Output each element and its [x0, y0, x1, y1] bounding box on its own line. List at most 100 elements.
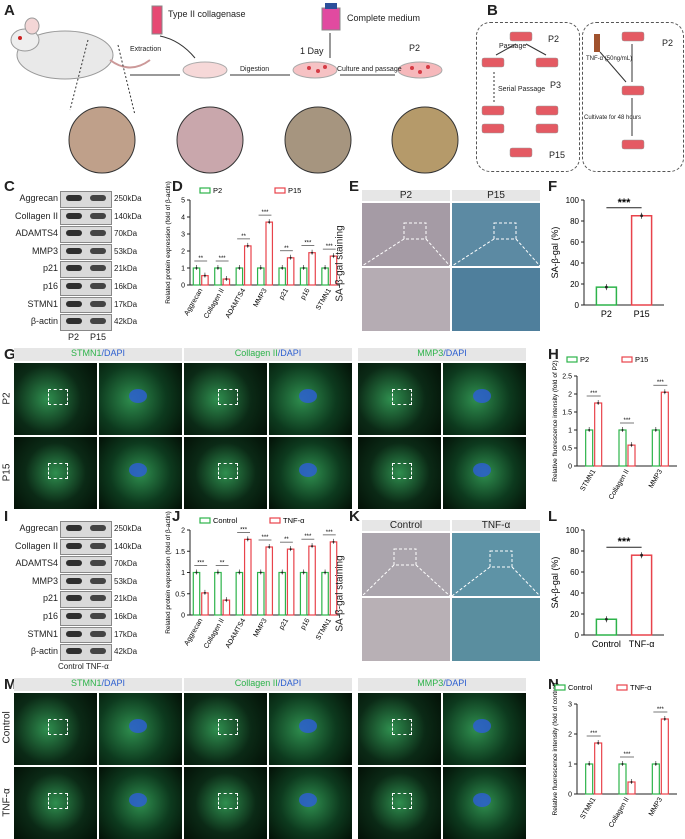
- stain-marker: STMN1: [70, 348, 102, 358]
- bar: [286, 257, 295, 286]
- y-tick-label: 1: [568, 762, 572, 769]
- reagent-2-label: Complete medium: [347, 13, 421, 23]
- bar: [585, 763, 594, 795]
- data-point: [605, 285, 608, 289]
- data-point: [640, 553, 643, 557]
- blot-lane-labels: Control TNF-α: [58, 661, 109, 671]
- stain-title: MMP3/DAPI: [358, 348, 526, 361]
- nucleus: [129, 719, 147, 733]
- zoom-box: [218, 463, 238, 479]
- nucleus: [473, 463, 491, 477]
- dish-1: [182, 61, 228, 79]
- data-point: [302, 571, 305, 574]
- blot-protein-label: ADAMTS4: [15, 558, 58, 569]
- zoom-box: [218, 793, 238, 809]
- nucleus: [299, 793, 317, 807]
- blot-kda-label: 16kDa: [114, 282, 138, 291]
- blot-band: [90, 300, 106, 307]
- blot-band: [90, 648, 106, 655]
- e-ylabel: SA-β-gal staining: [334, 225, 346, 302]
- x-tick-label: p16: [300, 617, 312, 631]
- blot-band: [66, 630, 82, 637]
- blot-kda-label: 70kDa: [114, 559, 138, 569]
- step-digestion: Digestion: [240, 66, 270, 73]
- data-point: [621, 763, 624, 765]
- data-point: [203, 274, 206, 277]
- legend-label: TNF-α: [283, 516, 305, 525]
- blot-protein-label: β-actin: [30, 316, 58, 327]
- data-point: [597, 402, 600, 404]
- data-point: [289, 548, 292, 551]
- blot-kda-label: 21kDa: [114, 594, 138, 604]
- fluorescence-image: [14, 363, 97, 435]
- bar: [214, 571, 222, 616]
- legend-swatch: [616, 684, 628, 691]
- blot-protein-label: MMP3: [31, 575, 58, 586]
- nucleus: [129, 463, 147, 477]
- x-tick-label: Collagen II: [203, 617, 226, 650]
- panel-label-f: F: [548, 178, 558, 195]
- e-zoom-lines: [362, 222, 540, 267]
- x-tick-label: p21: [278, 287, 290, 301]
- x-tick-label: STMN1: [579, 468, 597, 492]
- blot-kda-label: 16kDa: [114, 612, 138, 621]
- legend-label: P15: [288, 186, 301, 195]
- blot-band: [90, 230, 106, 237]
- tnf-box: [582, 22, 684, 172]
- k-col-control: Control: [362, 520, 450, 531]
- stain-dapi: /DAPI: [277, 678, 302, 688]
- data-point: [195, 267, 198, 269]
- y-tick-label: 3: [181, 232, 185, 239]
- blot-kda-label: 42kDa: [114, 317, 138, 327]
- y-tick-label: 1.5: [175, 549, 185, 556]
- sig-label: ***: [623, 418, 631, 424]
- digested-cells-photo: [176, 106, 244, 174]
- e-p2-top: [362, 203, 450, 266]
- bar: [278, 267, 287, 286]
- y-tick-label: 0: [181, 283, 185, 290]
- y-tick-label: 60: [570, 238, 579, 247]
- data-point: [654, 763, 657, 765]
- y-tick-label: 2: [181, 528, 185, 535]
- stain-marker: STMN1: [70, 678, 102, 688]
- bar: [321, 267, 329, 286]
- data-point: [311, 251, 314, 254]
- blot-kda-label: 140kDa: [114, 211, 142, 221]
- panel-label-a: A: [4, 2, 15, 19]
- y-tick-label: 0.5: [175, 591, 185, 598]
- nucleus: [299, 389, 317, 403]
- nucleus: [299, 463, 317, 477]
- panel-label-c: C: [4, 178, 15, 195]
- b-cultivate: Cultivate for 48 hours: [584, 115, 642, 121]
- stain-title: Collagen II/DAPI: [184, 678, 352, 691]
- e-p2-bottom: [362, 268, 450, 331]
- blot-band: [66, 283, 82, 289]
- row-label: TNF-α: [1, 788, 13, 817]
- blot-band: [90, 265, 106, 272]
- bar: [618, 763, 627, 795]
- blot-band: [90, 630, 106, 637]
- data-point: [225, 278, 228, 281]
- k-ylabel: SA-β-gal staining: [334, 555, 346, 632]
- e-p15-top: [452, 203, 540, 266]
- panel-label-h: H: [548, 346, 559, 363]
- b-p3: P3: [550, 80, 562, 90]
- sig-label: ***: [623, 752, 631, 758]
- data-point: [654, 429, 657, 431]
- stain-marker: Collagen II: [234, 348, 278, 358]
- stain-marker: MMP3: [417, 348, 444, 358]
- chart-j: 0 0.5 1 1.5 2 Related protein expression (fol…: [165, 511, 340, 650]
- blot-protein-label: Collagen II: [14, 210, 58, 221]
- data-point: [216, 571, 219, 574]
- dish-2: [292, 61, 338, 79]
- blot-band: [66, 595, 82, 602]
- sig-label: **: [220, 561, 225, 567]
- blot-kda-label: 250kDa: [114, 524, 142, 533]
- chart-l: 0 20 40 60 80 100 SA-β-gal (%) Control TNF-α ***: [550, 526, 664, 649]
- bar: [308, 252, 316, 286]
- y-tick-label: 60: [570, 568, 579, 577]
- y-axis-label: Relative fluorescence intensity (fold of…: [552, 360, 559, 481]
- bar: [265, 221, 274, 286]
- x-tick-label: Collagen II: [608, 796, 631, 828]
